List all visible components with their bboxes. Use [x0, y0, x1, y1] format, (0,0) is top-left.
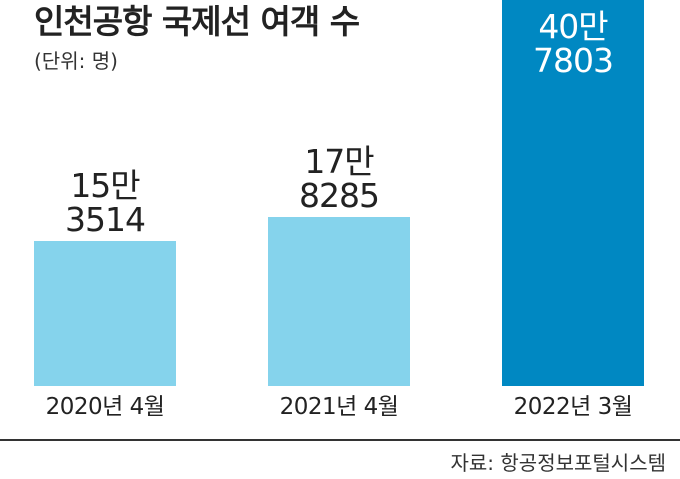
category-label-1: 2020년 4월 [45, 394, 165, 420]
unit-note: (단위: 명) [34, 49, 118, 73]
x-axis-line [0, 439, 680, 441]
bar-2 [268, 217, 410, 386]
data-label-2-line-2: 8285 [299, 176, 380, 215]
data-label-3-line-1: 40만 [538, 7, 608, 46]
data-label-1-line-1: 15만 [70, 166, 140, 205]
bar-1 [34, 241, 176, 386]
category-label-3: 2022년 3월 [513, 394, 633, 420]
bar-3 [502, 0, 644, 386]
page-title: 인천공항 국제선 여객 수 [34, 2, 360, 41]
data-label-1-line-2: 3514 [65, 200, 146, 239]
category-label-2: 2021년 4월 [279, 394, 399, 420]
data-label-3-line-2: 7803 [533, 41, 614, 80]
data-label-2-line-1: 17만 [304, 142, 374, 181]
source-note: 자료: 항공정보포털시스템 [450, 451, 667, 475]
